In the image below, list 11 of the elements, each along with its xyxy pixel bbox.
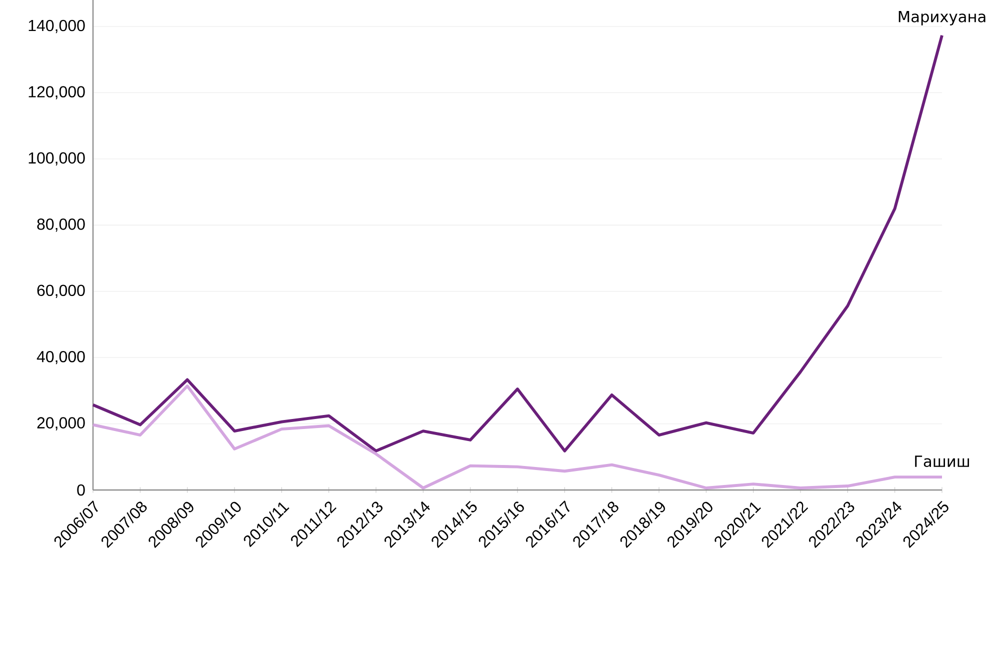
y-tick-label: 120,000 xyxy=(28,86,85,100)
y-tick-label: 80,000 xyxy=(37,218,85,232)
y-tick-label: 140,000 xyxy=(28,20,85,34)
line-series xyxy=(92,34,944,452)
y-tick-label: 40,000 xyxy=(36,350,85,364)
y-tick-label: 60,000 xyxy=(37,284,85,298)
y-tick-label: 100,000 xyxy=(28,152,85,166)
series-label: Гашиш xyxy=(915,456,969,468)
y-tick-label: 0 xyxy=(77,484,85,496)
y-tick-label: 20,000 xyxy=(37,417,85,430)
series-label: Марихуана xyxy=(898,11,986,26)
